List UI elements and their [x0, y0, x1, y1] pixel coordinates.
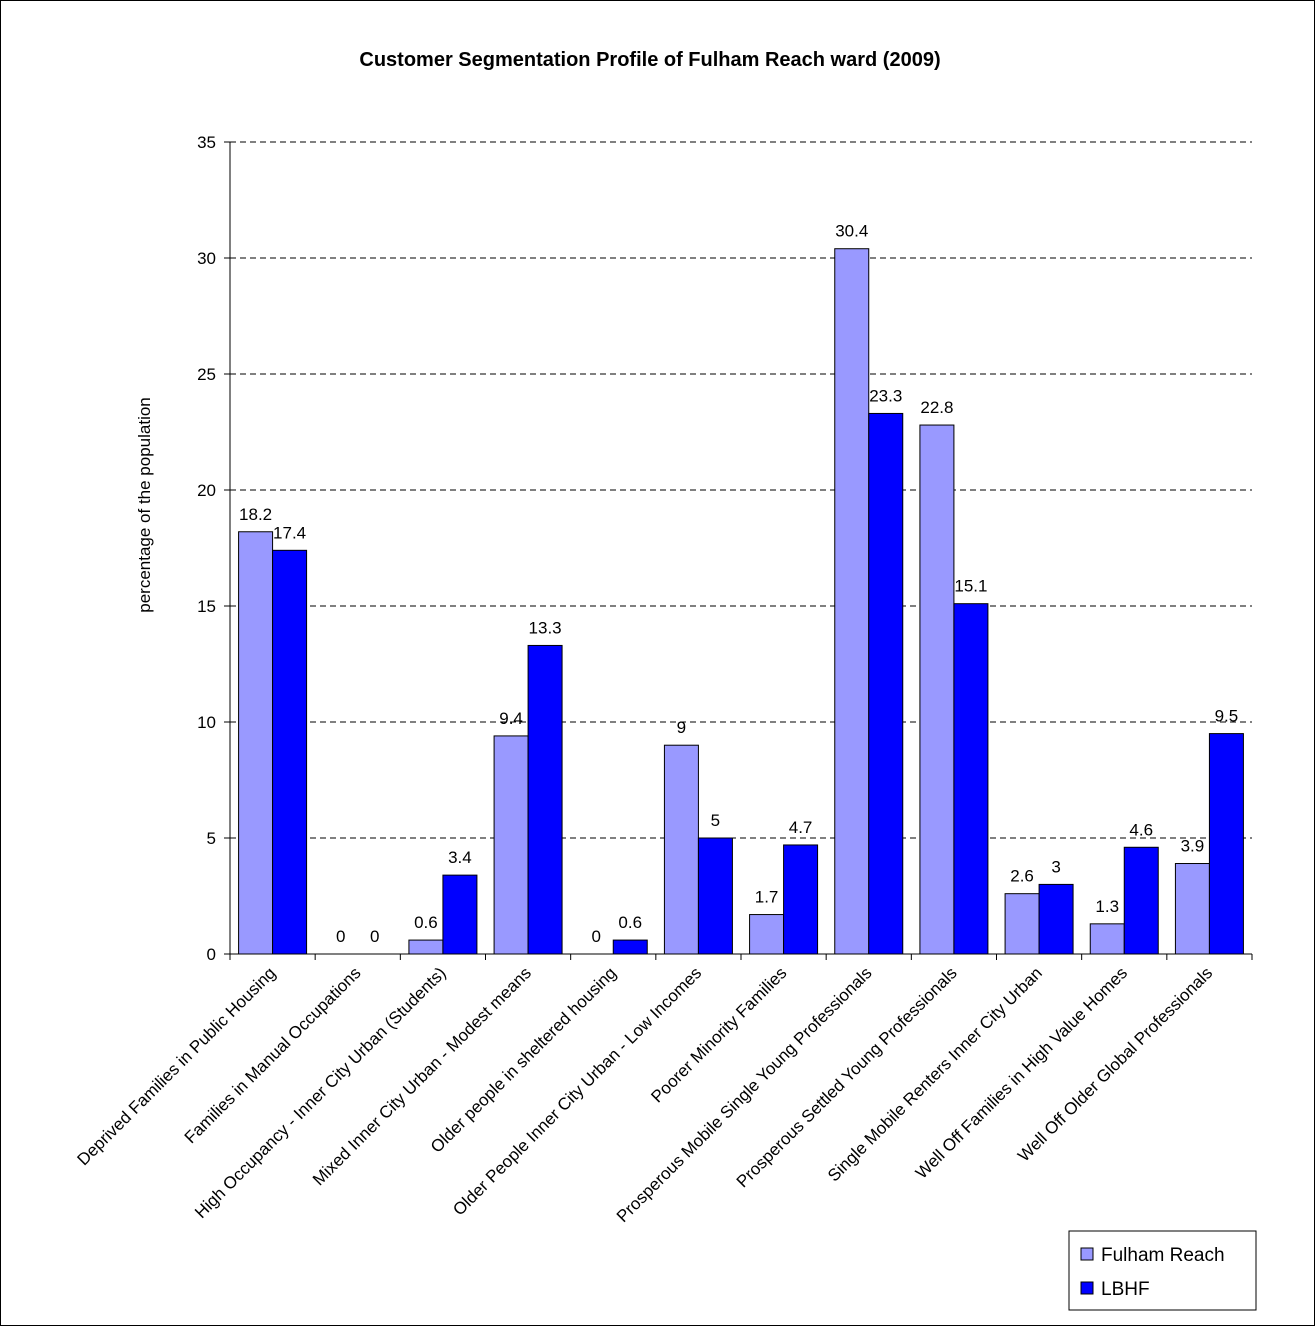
- data-label: 4.7: [789, 818, 813, 837]
- legend-box: [1068, 1230, 1257, 1311]
- legend-label-fulham-reach: Fulham Reach: [1101, 1245, 1225, 1266]
- bar: [442, 874, 478, 955]
- y-tick-label: 10: [197, 713, 216, 732]
- y-tick-label: 30: [197, 249, 216, 268]
- bar: [783, 844, 819, 955]
- bar: [697, 837, 733, 955]
- bar: [749, 914, 785, 955]
- data-label: 4.6: [1129, 820, 1153, 839]
- y-tick-label: 35: [197, 133, 216, 152]
- bar: [1004, 893, 1040, 955]
- data-label: 1.7: [755, 888, 779, 907]
- data-label: 0: [370, 927, 379, 946]
- legend-swatch-fulham-reach: [1080, 1247, 1094, 1261]
- data-label: 9.5: [1215, 707, 1239, 726]
- data-label: 9.4: [499, 709, 523, 728]
- data-label: 30.4: [835, 222, 868, 241]
- data-label: 0.6: [618, 913, 642, 932]
- bar: [1208, 733, 1244, 955]
- data-label: 0: [336, 927, 345, 946]
- bar: [868, 412, 904, 955]
- bar: [1123, 846, 1159, 955]
- chart-title: Customer Segmentation Profile of Fulham …: [359, 49, 940, 71]
- data-label: 13.3: [529, 618, 562, 637]
- data-label: 3.4: [448, 848, 472, 867]
- data-label: 2.6: [1010, 867, 1034, 886]
- legend-swatch-lbhf: [1080, 1281, 1094, 1295]
- data-label: 3.9: [1181, 837, 1205, 856]
- data-label: 18.2: [239, 505, 272, 524]
- bar: [1174, 863, 1210, 955]
- bar: [408, 939, 444, 955]
- y-tick-label: 15: [197, 597, 216, 616]
- axes: [224, 141, 1253, 960]
- y-tick-label: 25: [197, 365, 216, 384]
- y-tick-label: 20: [197, 481, 216, 500]
- bar: [493, 735, 529, 955]
- bar: [953, 603, 989, 955]
- data-label: 23.3: [869, 386, 902, 405]
- data-label: 0: [592, 927, 601, 946]
- bar: [612, 939, 648, 955]
- bar: [272, 549, 308, 955]
- data-label: 17.4: [273, 523, 306, 542]
- bar: [834, 248, 870, 955]
- bar: [919, 424, 955, 955]
- data-label: 3: [1051, 857, 1060, 876]
- bar: [663, 744, 699, 955]
- data-label: 1.3: [1095, 897, 1119, 916]
- bar: [527, 644, 563, 955]
- data-label: 9: [677, 718, 686, 737]
- legend-label-lbhf: LBHF: [1101, 1279, 1150, 1300]
- legend: Fulham Reach LBHF: [1068, 1230, 1257, 1311]
- data-label: 15.1: [954, 577, 987, 596]
- y-tick-label: 5: [207, 829, 216, 848]
- bar: [238, 531, 274, 955]
- y-tick-label: 0: [207, 945, 216, 964]
- data-label: 0.6: [414, 913, 438, 932]
- bar: [1089, 923, 1125, 955]
- y-axis-title: percentage of the population: [135, 397, 154, 613]
- bar: [1038, 883, 1074, 955]
- data-label: 5: [711, 811, 720, 830]
- gridlines: [230, 141, 1252, 839]
- data-label: 22.8: [920, 398, 953, 417]
